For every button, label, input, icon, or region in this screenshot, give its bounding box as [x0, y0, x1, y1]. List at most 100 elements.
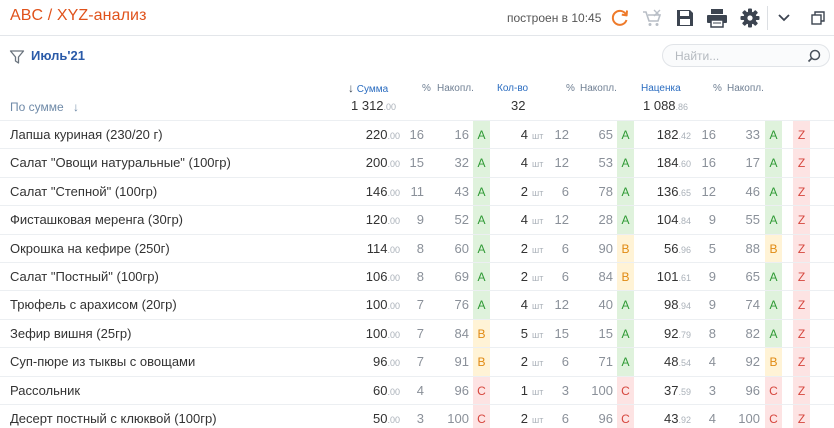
sum-pct: 9	[416, 212, 424, 228]
product-name: Суп-пюре из тыквы с овощами	[10, 354, 196, 370]
sum-value-dec: .00	[387, 244, 400, 255]
search-box[interactable]	[662, 44, 830, 67]
search-input[interactable]	[675, 48, 795, 64]
table-row[interactable]: Салат "Степной" (100гр) 146.00 11 43 A 2 шт 6 78…	[0, 176, 834, 206]
sum-value-dec: .00	[387, 415, 400, 425]
markup-value-int: 48	[664, 354, 679, 370]
column-header-qty-pct[interactable]: %	[566, 83, 575, 94]
column-header-markup-cum[interactable]: Накопл.	[727, 83, 764, 94]
sum-class-badge: A	[473, 263, 490, 291]
markup-value: 184.60	[657, 155, 691, 170]
markup-cum: 74	[745, 297, 760, 313]
table-row[interactable]: Рассольник 60.00 4 96 C 1 шт 3 100 C 37.59 3 96 C Z	[0, 375, 834, 405]
column-header-sum-pct[interactable]: %	[422, 83, 431, 94]
table-row[interactable]: Зефир вишня (25гр) 100.00 7 84 B 5 шт 15 15 A 92.7…	[0, 318, 834, 348]
markup-value-dec: .54	[678, 358, 691, 369]
total-markup: 1 088.86	[643, 98, 689, 113]
sum-value: 100.00	[366, 297, 400, 312]
markup-class-badge: C	[765, 405, 782, 428]
qty-unit: шт	[532, 358, 544, 369]
sum-cum: 76	[454, 297, 469, 313]
chevron-down-icon[interactable]	[772, 6, 796, 30]
sum-value: 100.00	[366, 326, 400, 341]
sum-cum: 43	[454, 183, 469, 199]
page-title: ABC / XYZ-анализ	[10, 7, 147, 24]
qty-value: 2	[520, 269, 528, 284]
product-name: Десерт постный с клюквой (100гр)	[10, 411, 217, 426]
sort-arrow-icon: ↓	[73, 100, 80, 114]
qty-unit: шт	[532, 216, 544, 227]
sum-value-dec: .00	[387, 329, 400, 340]
markup-value-dec: .94	[678, 301, 691, 312]
markup-cum: 17	[745, 155, 760, 171]
sum-value: 114.00	[367, 241, 400, 256]
markup-class-badge: A	[765, 121, 782, 149]
qty-pct: 12	[554, 127, 569, 142]
print-icon[interactable]	[705, 6, 729, 30]
table-row[interactable]: Трюфель с арахисом (20гр) 100.00 7 76 A 4 шт 12…	[0, 290, 834, 320]
table-row[interactable]: Салат "Постный" (100гр) 106.00 8 69 A 2 шт 6 84 B…	[0, 262, 834, 291]
sum-value-int: 220	[365, 127, 388, 142]
sum-class-badge: B	[473, 348, 490, 377]
qty-unit: шт	[532, 187, 544, 198]
sum-pct: 8	[416, 269, 424, 284]
sum-value-dec: .00	[387, 159, 400, 170]
column-header-sum[interactable]: ↓ Сумма	[348, 81, 388, 95]
sum-value: 220.00	[366, 127, 400, 142]
sum-value-dec: .00	[387, 273, 400, 283]
markup-value: 136.65	[657, 184, 691, 199]
markup-value-dec: .65	[678, 187, 691, 198]
qty-class-badge: A	[617, 348, 634, 377]
refresh-icon[interactable]	[608, 6, 632, 30]
product-name: Лапша куриная (230/20 г)	[10, 127, 163, 142]
markup-value-dec: .92	[678, 415, 691, 425]
column-header-markup[interactable]: Наценка	[641, 83, 681, 94]
markup-value-int: 104	[656, 212, 679, 228]
qty-unit: шт	[532, 386, 544, 397]
markup-value-int: 182	[656, 127, 679, 142]
qty-pct: 3	[561, 382, 569, 398]
sum-class-badge: A	[473, 121, 490, 149]
period-filter[interactable]: Июль'21	[31, 48, 85, 63]
sum-value-dec: .00	[387, 131, 400, 141]
xyz-class-badge: Z	[793, 319, 810, 348]
gear-icon[interactable]	[738, 6, 762, 30]
filter-icon[interactable]	[9, 49, 25, 68]
table-row[interactable]: Суп-пюре из тыквы с овощами 96.00 7 91 B 2 шт 6…	[0, 347, 834, 377]
column-header-sum-cum[interactable]: Накопл.	[437, 83, 474, 94]
table-row[interactable]: Десерт постный с клюквой (100гр) 50.00 3 10…	[0, 404, 834, 428]
sum-value-dec: .00	[387, 386, 400, 397]
clear-cart-icon[interactable]	[641, 6, 665, 30]
table-row[interactable]: Фисташковая меренга (30гр) 120.00 9 52 A 4 шт 1…	[0, 205, 834, 235]
qty-cum: 71	[598, 354, 613, 370]
total-sum: 1 312.00	[351, 98, 397, 113]
product-name: Окрошка на кефире (250г)	[10, 240, 170, 256]
sum-cum: 84	[454, 325, 469, 341]
save-icon[interactable]	[673, 6, 697, 30]
sum-cum: 69	[454, 269, 469, 284]
window-restore-icon[interactable]	[806, 6, 830, 30]
markup-value-int: 98	[664, 297, 679, 313]
column-header-qty-cum[interactable]: Накопл.	[580, 83, 617, 94]
markup-cum: 92	[745, 354, 760, 370]
search-icon[interactable]	[807, 49, 821, 66]
sum-cum: 100	[447, 411, 469, 426]
qty-cum: 90	[598, 240, 613, 256]
table-row[interactable]: Салат "Овощи натуральные" (100гр) 200.00 1…	[0, 148, 834, 178]
markup-pct: 16	[701, 155, 716, 171]
sum-value: 60.00	[373, 383, 400, 398]
qty-value: 2	[520, 183, 528, 199]
qty-unit: шт	[532, 244, 544, 255]
markup-value-int: 136	[656, 183, 679, 199]
table-row[interactable]: Лапша куриная (230/20 г) 220.00 16 16 A 4 шт 12…	[0, 120, 834, 149]
qty-cum: 96	[598, 411, 613, 426]
column-header-markup-pct[interactable]: %	[713, 83, 722, 94]
qty-class-badge: B	[617, 263, 634, 291]
column-header-qty[interactable]: Кол-во	[497, 83, 529, 94]
markup-class-badge: A	[765, 206, 782, 235]
sort-selector[interactable]: По сумме ↓	[10, 100, 79, 114]
sum-cum: 91	[454, 354, 469, 370]
markup-value: 56.96	[664, 241, 691, 256]
sum-value: 200.00	[366, 155, 400, 170]
table-row[interactable]: Окрошка на кефире (250г) 114.00 8 60 A 2 шт 6 90…	[0, 233, 834, 263]
